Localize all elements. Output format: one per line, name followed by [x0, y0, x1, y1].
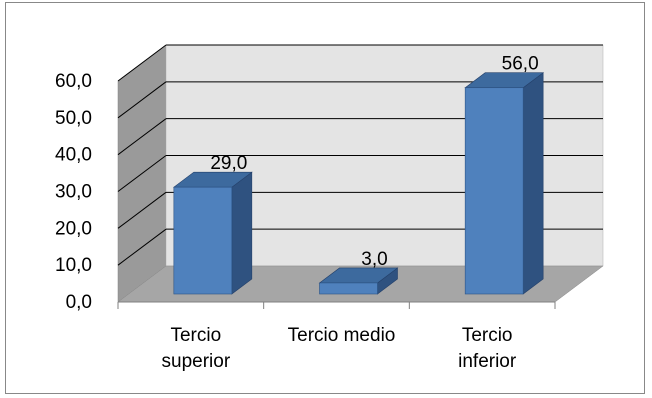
- x-category-label-line: Tercio: [170, 325, 221, 346]
- bar-front: [464, 87, 524, 295]
- y-tick-label: 60,0: [55, 71, 92, 92]
- gridline-side: [117, 155, 167, 192]
- data-label: 3,0: [361, 249, 387, 270]
- bar-side: [522, 72, 544, 295]
- data-label: 29,0: [210, 153, 247, 174]
- bar-front: [319, 282, 378, 295]
- gridline-side: [117, 81, 167, 119]
- gridline-side: [117, 118, 167, 156]
- x-category-label-line: Tercio: [462, 325, 513, 346]
- x-category-label: Tercio medio: [288, 325, 396, 346]
- x-category-label-line: inferior: [458, 351, 517, 372]
- bar-side: [231, 171, 253, 295]
- bar-front: [173, 186, 233, 295]
- gridline-side: [117, 228, 167, 266]
- gridline: [117, 44, 603, 82]
- y-tick-labels: 0,0 10,0 20,0 30,0 40,0 50,0 60,0: [55, 71, 92, 313]
- y-tick-label: 40,0: [55, 145, 92, 166]
- gridline-side: [117, 44, 167, 82]
- bar: [172, 171, 253, 295]
- data-label: 56,0: [502, 54, 539, 75]
- y-tick-label: 20,0: [55, 218, 92, 239]
- y-tick-label: 0,0: [66, 292, 92, 313]
- bar: [464, 72, 545, 295]
- x-category-label: Tercio inferior: [458, 325, 517, 372]
- x-category-label-line: Tercio medio: [288, 325, 396, 346]
- bars: [172, 72, 545, 295]
- axis: [117, 301, 556, 309]
- bar: [318, 267, 399, 295]
- y-tick-label: 30,0: [55, 182, 92, 203]
- x-category-labels: Tercio superior Tercio medio Tercio inferior: [162, 325, 517, 372]
- data-labels: 29,0 3,0 56,0: [210, 54, 538, 270]
- y-tick-label: 10,0: [55, 255, 92, 276]
- gridline-side: [117, 191, 167, 229]
- x-category-label-line: superior: [162, 351, 231, 372]
- y-tick-label: 50,0: [55, 108, 92, 129]
- x-category-label: Tercio superior: [162, 325, 231, 372]
